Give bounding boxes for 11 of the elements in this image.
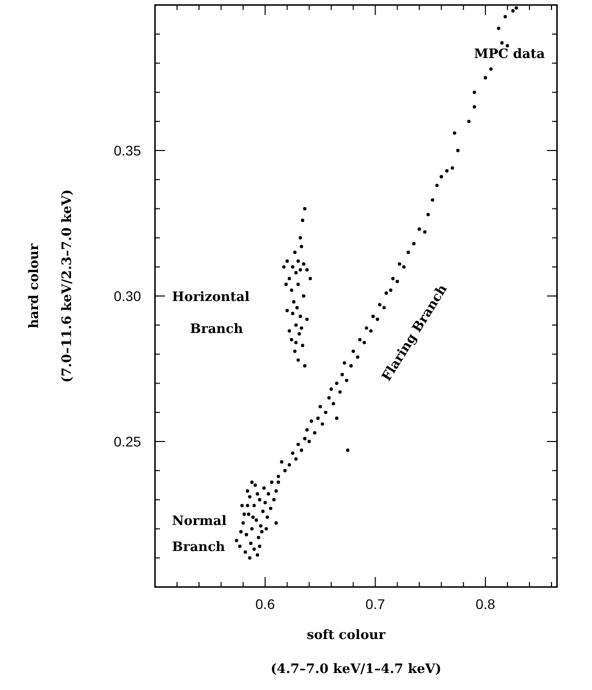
annotation: Normal Branch <box>172 514 227 555</box>
x-tick-label: 0.7 <box>366 596 386 612</box>
text: Horizontal Branch <box>172 290 250 337</box>
y-tick-label: 0.30 <box>114 288 142 304</box>
y-tick-label: 0.35 <box>114 142 142 158</box>
y-tick-label: 0.25 <box>114 433 142 450</box>
text: soft colour (4.7–7.0 keV/1–4.7 keV) <box>270 628 442 677</box>
annotation: MPC data <box>474 47 546 62</box>
x-tick-label: 0.6 <box>255 596 276 612</box>
text: hard colour (7.0–11.6 keV/2.3–7.0 keV) <box>27 189 75 383</box>
x-tick-label: 0.8 <box>476 596 496 612</box>
